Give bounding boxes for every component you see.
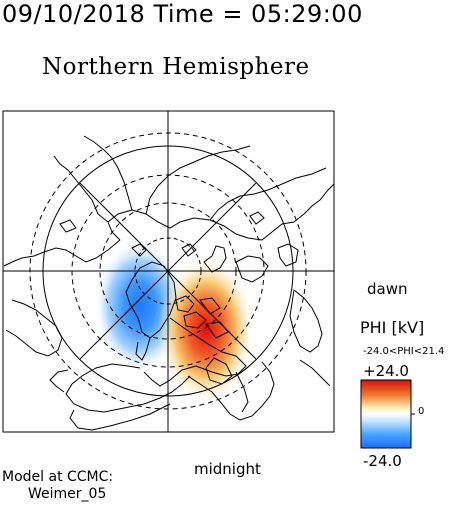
colorbar-range: -24.0<PHI<21.4 xyxy=(363,346,445,357)
model-name-label: Weimer_05 xyxy=(28,486,107,502)
colorbar-zero-label: 0 xyxy=(418,406,425,417)
colorbar-min-label: -24.0 xyxy=(363,452,402,470)
colorbar-max-label: +24.0 xyxy=(363,362,409,380)
meridian-lines xyxy=(3,111,334,432)
colorbar-title: PHI [kV] xyxy=(360,318,425,337)
coastlines xyxy=(3,135,334,431)
dawn-label: dawn xyxy=(367,280,408,298)
colorbar xyxy=(360,379,412,449)
datetime-title: 09/10/2018 Time = 05:29:00 xyxy=(2,0,363,28)
hemisphere-title: Northern Hemisphere xyxy=(42,54,310,80)
model-source-label: Model at CCMC: xyxy=(2,469,114,485)
midnight-label: midnight xyxy=(194,460,261,478)
map-frame xyxy=(2,110,335,433)
